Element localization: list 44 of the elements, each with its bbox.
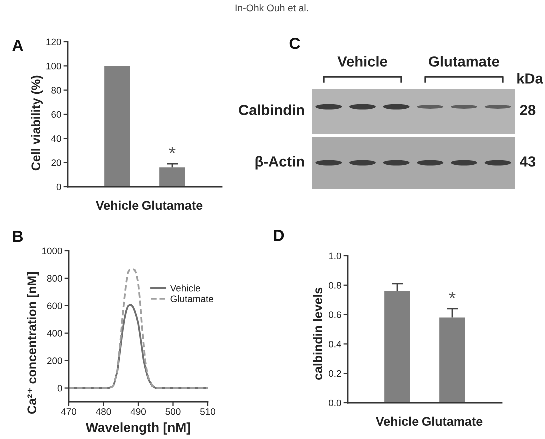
y-tick-label: 800 xyxy=(47,275,62,282)
y-tick-label: 0 xyxy=(56,184,62,191)
category-label: 43 xyxy=(520,156,536,167)
text: C xyxy=(290,38,300,50)
annotation: * xyxy=(169,147,176,154)
y-tick-label: 200 xyxy=(47,358,62,364)
y-tick-label: 60 xyxy=(52,111,62,118)
category-label: 28 xyxy=(520,105,536,116)
category-label: Glutamate xyxy=(429,56,500,67)
x-tick-label: 470 xyxy=(61,408,77,416)
y-tick-label: 400 xyxy=(47,330,62,337)
y-tick-label: 120 xyxy=(46,38,62,46)
category-label: β-Actin xyxy=(256,156,304,170)
y-tick-label: 0 xyxy=(58,385,62,392)
y-axis-title: Cell viability (%) xyxy=(31,76,43,171)
category-label: Vehicle xyxy=(338,56,388,67)
y-tick-label: 600 xyxy=(47,302,62,310)
x-tick-label: 510 xyxy=(200,408,216,416)
y-tick-label: 0.8 xyxy=(328,282,342,289)
y-tick-label: 0.2 xyxy=(328,370,342,378)
y-tick-label: 0.0 xyxy=(328,400,342,407)
annotation: * xyxy=(449,292,456,298)
y-tick-label: 1000 xyxy=(42,248,62,255)
chart-title: A xyxy=(12,40,24,52)
y-tick-label: 0.6 xyxy=(328,312,342,318)
text: kDa xyxy=(518,73,544,84)
y-tick-label: 0.4 xyxy=(328,341,342,348)
x-tick-label: 500 xyxy=(166,408,181,416)
x-axis-title: Wavelength [nM] xyxy=(86,422,190,435)
y-tick-label: 40 xyxy=(51,135,62,142)
x-tick-label: 490 xyxy=(130,408,146,416)
category-label: Calbindin xyxy=(239,104,304,116)
text: In-Ohk Ouh et al. xyxy=(236,4,308,12)
chart-title: B xyxy=(13,231,24,242)
y-tick-label: 1.0 xyxy=(329,252,342,260)
legend-label: Vehicle xyxy=(170,284,200,292)
y-tick-label: 100 xyxy=(46,62,62,70)
y-axis-title: Ca²⁺ concentration [nM] xyxy=(27,272,39,414)
legend-label: Glutamate xyxy=(170,295,214,302)
y-tick-label: 80 xyxy=(52,87,62,94)
y-axis-title: calbindin levels xyxy=(313,288,323,380)
y-tick-label: 20 xyxy=(52,160,62,166)
chart-title: D xyxy=(274,230,284,242)
x-tick-label: 480 xyxy=(96,408,112,416)
